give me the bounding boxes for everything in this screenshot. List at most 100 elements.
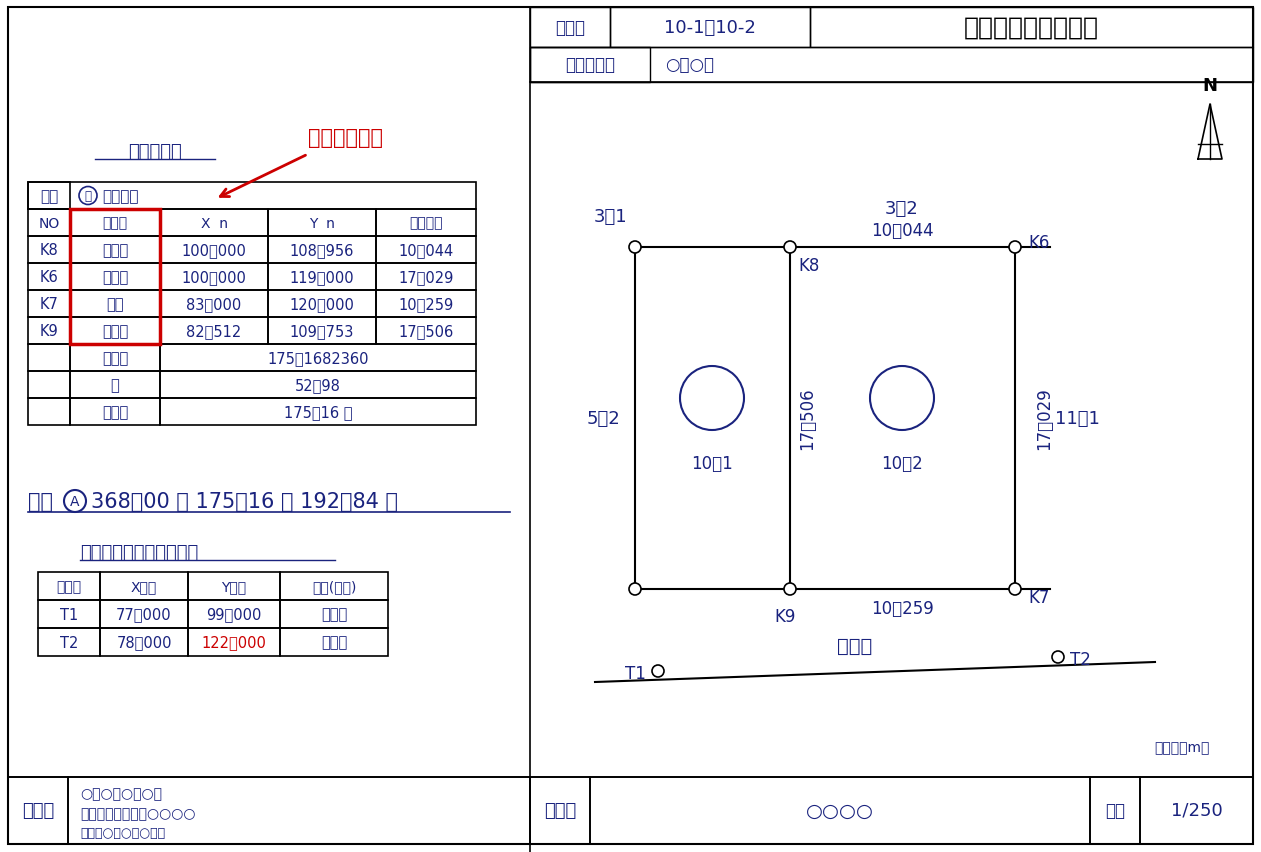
- Bar: [28, 318, 71, 344]
- Bar: [28, 183, 71, 210]
- Text: X  n: X n: [200, 216, 227, 230]
- Text: １０－２: １０－２: [102, 189, 139, 204]
- Bar: [269, 210, 376, 237]
- Bar: [376, 263, 475, 291]
- Text: 金属鋲: 金属鋲: [320, 635, 347, 650]
- Text: K7: K7: [1028, 589, 1049, 607]
- Circle shape: [784, 242, 796, 254]
- Bar: [28, 399, 71, 425]
- Bar: [71, 399, 160, 425]
- Bar: [71, 210, 160, 237]
- Text: 10．259: 10．259: [398, 296, 454, 312]
- Bar: [280, 628, 388, 656]
- Bar: [530, 777, 590, 844]
- Bar: [530, 48, 649, 83]
- Text: 82．512: 82．512: [187, 324, 242, 338]
- Text: 10．259: 10．259: [870, 599, 933, 618]
- Text: 17．506: 17．506: [398, 324, 454, 338]
- Text: T1: T1: [59, 607, 78, 622]
- Text: 120．000: 120．000: [290, 296, 354, 312]
- Text: X座標: X座標: [131, 579, 158, 593]
- Text: T2: T2: [59, 635, 78, 650]
- Text: 175．1682360: 175．1682360: [267, 350, 368, 366]
- Bar: [269, 237, 376, 263]
- Text: 10－2: 10－2: [881, 454, 923, 473]
- Bar: [8, 777, 68, 844]
- Text: K9: K9: [774, 607, 796, 625]
- Bar: [38, 628, 100, 656]
- Text: 標種(種類): 標種(種類): [311, 579, 356, 593]
- Circle shape: [870, 366, 934, 430]
- Circle shape: [652, 665, 665, 677]
- Bar: [38, 573, 100, 601]
- Circle shape: [680, 366, 744, 430]
- Text: Y座標: Y座標: [222, 579, 247, 593]
- Text: ○市○町: ○市○町: [665, 56, 714, 74]
- Text: 距　　離: 距 離: [410, 216, 443, 230]
- Bar: [160, 318, 269, 344]
- Text: 地　積　測　量　図: 地 積 測 量 図: [963, 16, 1100, 40]
- Bar: [160, 371, 475, 399]
- Bar: [160, 291, 269, 318]
- Circle shape: [1009, 584, 1021, 596]
- Text: 石杭: 石杭: [106, 296, 124, 312]
- Text: 地　番: 地 番: [555, 19, 585, 37]
- Bar: [28, 263, 71, 291]
- Bar: [188, 573, 280, 601]
- Text: A: A: [702, 384, 721, 412]
- Text: ○市○町○番○号: ○市○町○番○号: [79, 786, 161, 800]
- Text: 1/250: 1/250: [1170, 801, 1222, 819]
- Bar: [71, 371, 160, 399]
- Text: 108．956: 108．956: [290, 243, 354, 257]
- Bar: [1090, 777, 1140, 844]
- Bar: [188, 601, 280, 628]
- Bar: [38, 601, 100, 628]
- Text: T1: T1: [625, 665, 646, 682]
- Bar: [269, 318, 376, 344]
- Bar: [71, 291, 160, 318]
- Text: 金属鋲: 金属鋲: [320, 607, 347, 622]
- Bar: [71, 210, 160, 344]
- Text: 3－1: 3－1: [594, 208, 627, 226]
- Bar: [280, 573, 388, 601]
- Text: 83．000: 83．000: [187, 296, 242, 312]
- Text: 標　種: 標 種: [102, 216, 127, 230]
- Text: 52．98: 52．98: [295, 377, 340, 393]
- Text: 求　積　表: 求 積 表: [129, 143, 182, 161]
- Text: 175．16 ㎡: 175．16 ㎡: [284, 405, 352, 419]
- Bar: [376, 210, 475, 237]
- Bar: [610, 8, 810, 48]
- Circle shape: [784, 584, 796, 596]
- Text: 求積: 求積: [28, 492, 53, 511]
- Bar: [28, 371, 71, 399]
- Bar: [28, 344, 71, 371]
- Text: 100．000: 100．000: [182, 243, 246, 257]
- Bar: [28, 237, 71, 263]
- Bar: [160, 237, 269, 263]
- Text: 10－1: 10－1: [691, 454, 733, 473]
- Bar: [71, 318, 160, 344]
- Text: 坪: 坪: [111, 377, 120, 393]
- Text: 368．00 ー 175．16 ＝ 192．84 ㎡: 368．00 ー 175．16 ＝ 192．84 ㎡: [91, 492, 398, 511]
- Text: 17．029: 17．029: [1035, 387, 1053, 450]
- Text: K8: K8: [39, 243, 58, 257]
- Text: 作成者: 作成者: [21, 801, 54, 819]
- Bar: [160, 399, 475, 425]
- Text: 申請人: 申請人: [543, 801, 576, 819]
- Bar: [160, 210, 269, 237]
- Bar: [28, 291, 71, 318]
- Text: 地番: 地番: [40, 189, 58, 204]
- Bar: [530, 48, 1253, 83]
- Circle shape: [629, 584, 641, 596]
- Text: 土地家屋調査士　○○○○: 土地家屋調査士 ○○○○: [79, 806, 195, 820]
- Text: 地　積: 地 積: [102, 405, 129, 419]
- Text: 5－2: 5－2: [586, 410, 620, 428]
- Bar: [810, 8, 1253, 48]
- Bar: [530, 8, 610, 48]
- Text: K7: K7: [39, 296, 58, 312]
- Bar: [376, 291, 475, 318]
- Text: ○○○○: ○○○○: [806, 801, 874, 820]
- Bar: [71, 237, 160, 263]
- Bar: [71, 263, 160, 291]
- Text: 109．753: 109．753: [290, 324, 354, 338]
